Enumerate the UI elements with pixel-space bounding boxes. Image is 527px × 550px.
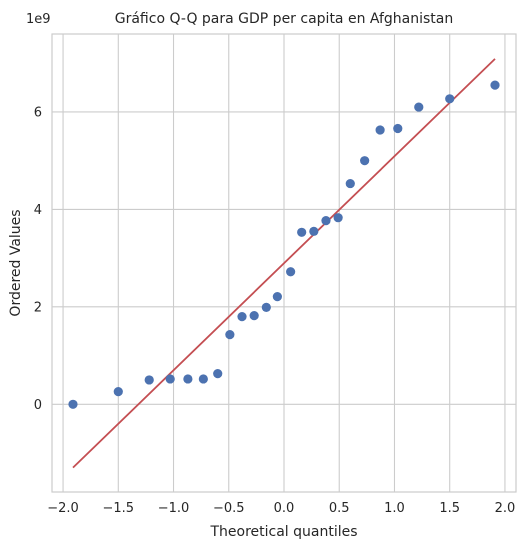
data-point [113, 387, 123, 397]
x-tick-label: 0.0 [274, 501, 295, 516]
data-point [272, 292, 282, 302]
x-tick-label: 1.5 [439, 501, 460, 516]
data-point [249, 311, 259, 321]
data-point [68, 399, 78, 409]
data-point [286, 267, 296, 277]
x-tick-label: −0.5 [213, 501, 245, 516]
data-point [297, 227, 307, 237]
data-point [225, 330, 235, 340]
data-point [309, 226, 319, 236]
data-point [144, 375, 154, 385]
x-tick-label: −2.0 [47, 501, 79, 516]
data-point [375, 125, 385, 135]
x-tick-label: 0.5 [329, 501, 350, 516]
x-tick-label: −1.0 [158, 501, 190, 516]
y-axis-offset-text: 1e9 [26, 12, 51, 27]
data-point [165, 374, 175, 384]
x-axis-ticks: −2.0 −1.5 −1.0 −0.5 0.0 0.5 1.0 1.5 2.0 [47, 501, 515, 516]
data-point [261, 302, 271, 312]
y-axis-label: Ordered Values [8, 209, 24, 316]
data-point [237, 311, 247, 322]
x-tick-label: −1.5 [102, 501, 134, 516]
data-points [68, 80, 500, 409]
data-point [213, 369, 223, 379]
data-point [198, 374, 208, 384]
x-tick-label: 1.0 [384, 501, 405, 516]
data-point [345, 178, 355, 189]
data-point [183, 374, 193, 384]
data-point [490, 80, 500, 90]
data-point [414, 102, 424, 112]
plot-frame [51, 33, 517, 493]
y-tick-label: 0 [34, 398, 42, 413]
data-point [393, 123, 403, 134]
y-tick-label: 2 [34, 300, 42, 315]
y-tick-label: 6 [34, 105, 42, 120]
data-point [321, 216, 331, 226]
x-axis-label: Theoretical quantiles [209, 524, 357, 540]
y-axis-ticks: 0 2 4 6 [34, 105, 42, 412]
x-tick-label: 2.0 [495, 501, 516, 516]
data-point [360, 156, 370, 166]
chart-title: Gráfico Q-Q para GDP per capita en Afgha… [115, 11, 454, 27]
y-tick-label: 4 [34, 203, 42, 218]
data-point [445, 94, 455, 104]
reference-line [72, 58, 496, 469]
data-point [333, 213, 343, 223]
